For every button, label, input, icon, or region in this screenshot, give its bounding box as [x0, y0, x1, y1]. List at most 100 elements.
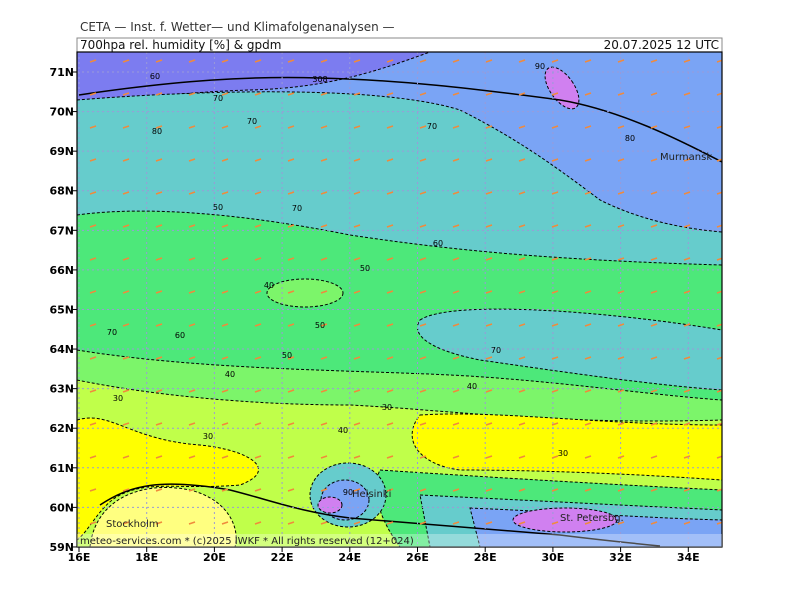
wind-arrow [386, 92, 394, 96]
wind-arrow [221, 323, 229, 327]
wind-arrow [89, 488, 97, 492]
wind-arrow [188, 455, 196, 459]
map-field: 60 308 70 80 70 70 90 80 50 70 60 50 40 50 60 70 50 40 30 3… [77, 52, 722, 547]
wind-arrow [551, 422, 559, 426]
wind-arrow [89, 422, 97, 426]
contour-label: 60 [150, 72, 160, 81]
wind-arrow [551, 224, 559, 228]
contour-label: 40 [264, 281, 274, 290]
wind-arrow [122, 59, 130, 63]
wind-arrow [584, 422, 592, 426]
wind-arrow [650, 92, 658, 96]
wind-arrow [650, 455, 658, 459]
lat-label: 70N [49, 106, 74, 119]
wind-arrow [584, 92, 592, 96]
wind-arrow [485, 422, 493, 426]
wind-arrow [452, 455, 460, 459]
wind-arrow [683, 257, 691, 261]
wind-arrow [320, 389, 328, 393]
wind-arrow [452, 323, 460, 327]
wind-arrow [617, 488, 625, 492]
lat-label: 71N [49, 66, 74, 79]
wind-arrow [353, 290, 361, 294]
wind-arrow [716, 389, 722, 393]
wind-arrow [485, 158, 493, 162]
wind-arrow [320, 59, 328, 63]
wind-arrow [188, 389, 196, 393]
wind-arrow [716, 356, 722, 360]
contour-label: 40 [467, 382, 477, 391]
wind-arrow [287, 389, 295, 393]
wind-arrow [353, 422, 361, 426]
wind-arrow [551, 290, 559, 294]
wind-arrow [254, 488, 262, 492]
wind-arrow [386, 191, 394, 195]
wind-arrow [386, 323, 394, 327]
wind-arrow [353, 59, 361, 63]
wind-arrow [452, 488, 460, 492]
wind-arrow [419, 389, 427, 393]
wind-arrow [518, 125, 526, 129]
wind-arrow [716, 125, 722, 129]
wind-arrow [155, 323, 163, 327]
wind-arrow [287, 290, 295, 294]
wind-arrow [617, 59, 625, 63]
lon-label: 22E [271, 551, 294, 564]
wind-arrow [320, 92, 328, 96]
wind-arrow [683, 125, 691, 129]
wind-arrow [584, 224, 592, 228]
wind-arrow [122, 521, 130, 525]
header-title: CETA — Inst. f. Wetter— und Klimafolgena… [80, 20, 395, 34]
lon-label: 18E [135, 551, 158, 564]
wind-arrow [452, 257, 460, 261]
wind-arrow [155, 290, 163, 294]
wind-arrow [485, 323, 493, 327]
wind-arrow [287, 125, 295, 129]
wind-arrow [518, 422, 526, 426]
wind-arrow [650, 422, 658, 426]
wind-arrow [518, 92, 526, 96]
lat-label: 66N [49, 264, 74, 277]
wind-arrow [683, 356, 691, 360]
wind-arrow [683, 488, 691, 492]
wind-arrow [89, 356, 97, 360]
wind-arrow [254, 224, 262, 228]
wind-arrow [122, 488, 130, 492]
contour-label: 60 [175, 331, 185, 340]
wind-arrow [221, 356, 229, 360]
wind-arrow [287, 257, 295, 261]
wind-arrow [221, 389, 229, 393]
wind-arrow [287, 422, 295, 426]
wind-arrow [221, 125, 229, 129]
wind-arrow [287, 356, 295, 360]
wind-arrow [419, 224, 427, 228]
wind-arrow [122, 224, 130, 228]
wind-arrow [386, 59, 394, 63]
wind-arrow [485, 125, 493, 129]
contour-label: 70 [427, 122, 437, 131]
wind-arrow [221, 59, 229, 63]
wind-arrow [551, 356, 559, 360]
wind-arrow [518, 257, 526, 261]
wind-arrow [617, 323, 625, 327]
wind-arrow [650, 125, 658, 129]
wind-arrow [485, 224, 493, 228]
wind-arrow [518, 290, 526, 294]
lat-label: 62N [49, 422, 74, 435]
wind-arrow [452, 422, 460, 426]
wind-arrow [155, 422, 163, 426]
lat-label: 63N [49, 383, 74, 396]
wind-arrow [188, 488, 196, 492]
wind-arrow [419, 257, 427, 261]
wind-arrow [254, 92, 262, 96]
wind-arrow [320, 158, 328, 162]
wind-arrow [89, 224, 97, 228]
contour-label: 308 [312, 75, 327, 84]
wind-arrow [452, 158, 460, 162]
wind-arrow [617, 224, 625, 228]
wind-arrow [155, 389, 163, 393]
wind-arrow [716, 224, 722, 228]
wind-arrow [386, 125, 394, 129]
wind-arrow [518, 323, 526, 327]
contour-label: 30 [382, 403, 392, 412]
